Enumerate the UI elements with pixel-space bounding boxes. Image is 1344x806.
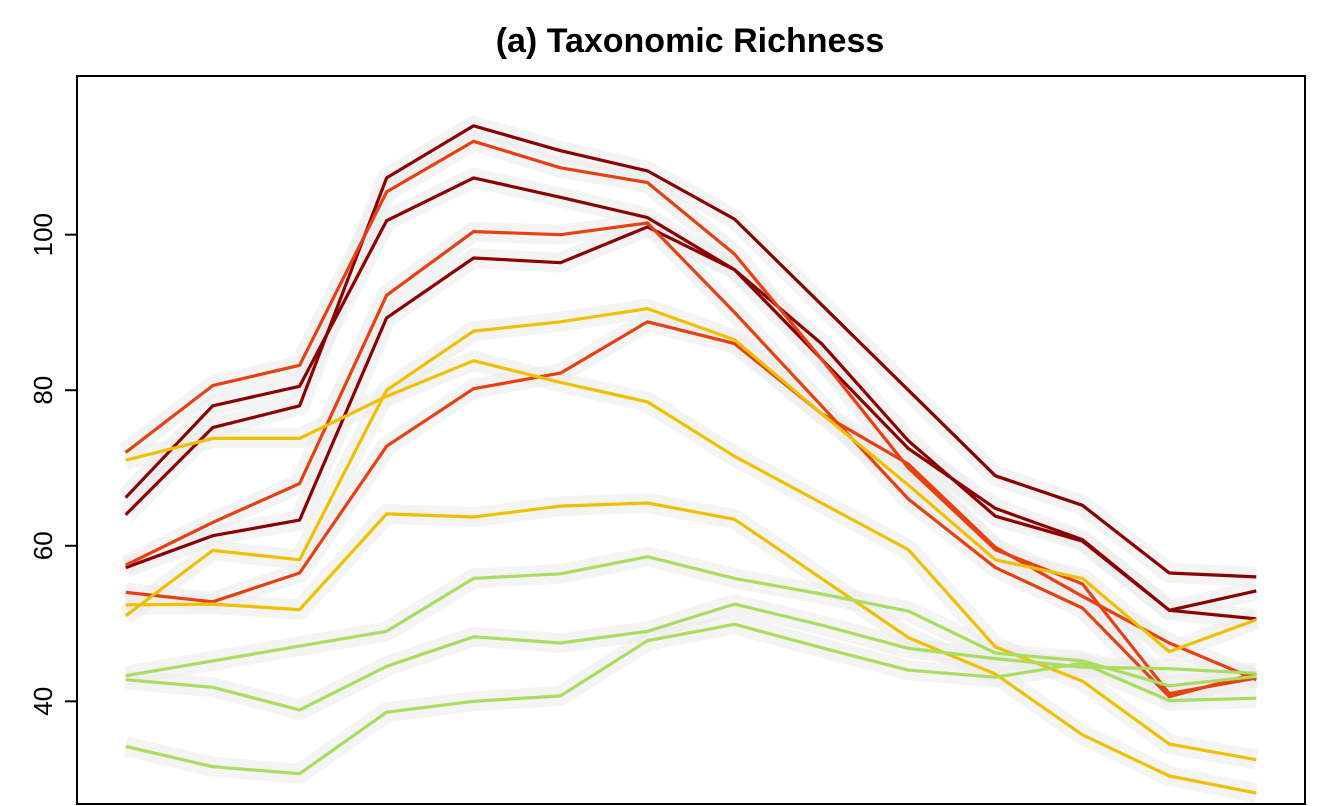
y-tick-label-40: 40: [28, 687, 58, 716]
y-tick-label-100: 100: [28, 213, 58, 256]
series-line-7: [125, 359, 1257, 762]
series-lines: [124, 124, 1257, 795]
series-line-5: [124, 221, 1257, 699]
series-line-4: [124, 139, 1257, 696]
series-line-8: [124, 307, 1257, 654]
confidence-bands: [118, 115, 1261, 803]
series-line-10: [125, 555, 1257, 688]
y-axis: 40 60 80 100: [28, 213, 78, 716]
series-line-2: [124, 176, 1257, 612]
y-tick-label-60: 60: [28, 531, 58, 560]
series-line-9: [125, 501, 1257, 795]
chart-title: (a) Taxonomic Richness: [496, 22, 885, 60]
series-line-1: [124, 124, 1257, 579]
series-line-12: [125, 622, 1257, 776]
y-tick-label-80: 80: [28, 376, 58, 405]
series-line-6: [125, 320, 1257, 682]
series-line-3: [125, 225, 1257, 621]
